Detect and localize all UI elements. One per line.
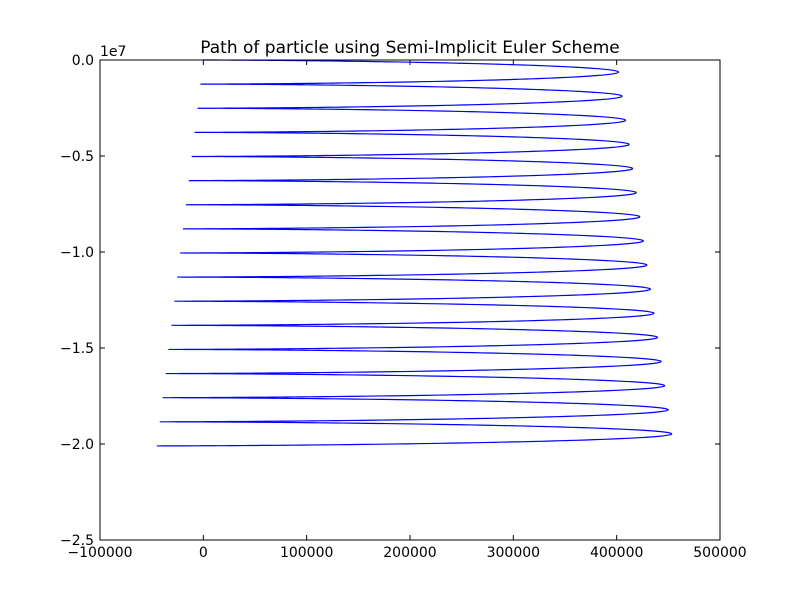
x-tick-label: 100000 — [280, 545, 333, 561]
plot-area — [100, 60, 720, 540]
x-tick-labels: −100000 0 100000 200000 300000 400000 500000 — [67, 545, 746, 561]
x-tick-label: 0 — [199, 545, 208, 561]
y-tick-label: −1.5 — [60, 341, 94, 357]
particle-path-line — [156, 59, 673, 447]
y-tick-label: −2.0 — [60, 437, 94, 453]
y-axis-offset-label: 1e7 — [100, 44, 126, 60]
y-tick-labels: 0.0 −0.5 −1.0 −1.5 −2.0 −2.5 — [60, 53, 94, 549]
x-tick-label: 400000 — [590, 545, 643, 561]
chart-title: Path of particle using Semi-Implicit Eul… — [200, 38, 619, 58]
y-tick-label: −2.5 — [60, 533, 94, 549]
x-tick-label: 300000 — [487, 545, 540, 561]
x-tick-label: 200000 — [383, 545, 436, 561]
y-tick-label: −0.5 — [60, 149, 94, 165]
y-tick-label: −1.0 — [60, 245, 94, 261]
x-tick-label: −100000 — [67, 545, 132, 561]
y-tick-label: 0.0 — [72, 53, 94, 69]
plot-frame — [99, 59, 721, 541]
x-tick-label: 500000 — [693, 545, 746, 561]
